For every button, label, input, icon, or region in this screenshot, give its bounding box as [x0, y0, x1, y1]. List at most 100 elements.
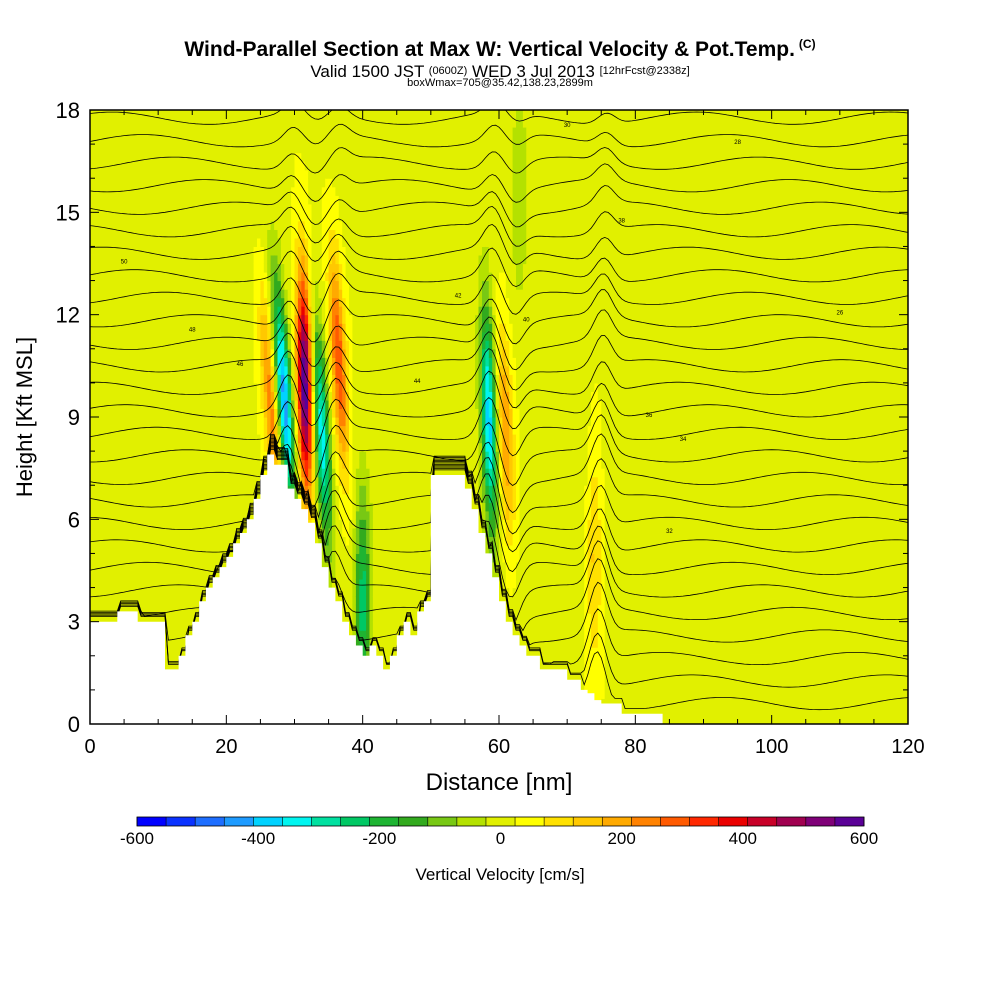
field-cell — [246, 246, 251, 256]
field-cell — [154, 357, 159, 367]
field-cell — [287, 195, 292, 205]
field-cell — [250, 434, 255, 444]
field-cell — [120, 323, 125, 333]
field-cell — [195, 459, 200, 469]
field-cell — [171, 348, 176, 358]
field-cell — [192, 203, 197, 213]
field-cell — [274, 110, 279, 111]
field-cell — [127, 195, 132, 205]
field-cell — [284, 365, 289, 375]
field-cell — [100, 459, 105, 469]
field-cell — [185, 468, 190, 478]
field-cell — [260, 178, 265, 188]
field-cell — [250, 212, 255, 222]
field-cell — [216, 365, 221, 375]
field-cell — [212, 544, 217, 554]
field-cell — [260, 144, 265, 154]
field-cell — [304, 340, 309, 350]
field-cell — [117, 178, 122, 188]
field-cell — [246, 399, 251, 409]
field-cell — [100, 306, 105, 316]
field-cell — [168, 502, 173, 512]
field-cell — [182, 306, 186, 316]
field-cell — [120, 570, 125, 580]
field-cell — [100, 485, 105, 495]
field-cell — [137, 297, 142, 307]
field-cell — [110, 348, 115, 358]
field-cell — [168, 323, 173, 333]
field-cell — [315, 246, 319, 256]
field-cell — [311, 110, 316, 120]
field-cell — [158, 289, 163, 299]
field-cell — [267, 263, 272, 273]
field-cell — [130, 493, 135, 503]
field-cell — [158, 144, 163, 154]
field-cell — [110, 510, 115, 520]
field-cell — [291, 118, 296, 128]
field-cell — [154, 323, 159, 333]
field-cell — [240, 152, 244, 162]
field-cell — [154, 553, 159, 563]
field-cell — [134, 562, 139, 572]
field-cell — [250, 348, 255, 358]
field-cell — [96, 451, 101, 461]
field-cell — [291, 434, 296, 444]
field-cell — [233, 365, 238, 375]
field-cell — [297, 144, 302, 154]
field-cell — [124, 468, 129, 478]
field-cell — [318, 476, 323, 486]
field-cell — [137, 314, 142, 324]
field-cell — [205, 391, 210, 401]
field-cell — [192, 408, 197, 418]
field-cell — [93, 212, 98, 222]
field-cell — [175, 613, 180, 623]
field-cell — [260, 399, 265, 409]
field-cell — [110, 306, 115, 316]
field-cell — [257, 110, 261, 120]
field-cell — [274, 408, 279, 418]
field-cell — [226, 289, 231, 299]
field-cell — [110, 272, 115, 282]
field-cell — [154, 110, 159, 120]
field-cell — [100, 314, 105, 324]
field-cell — [141, 562, 146, 572]
field-cell — [107, 263, 111, 273]
field-cell — [250, 152, 255, 162]
field-cell — [280, 434, 285, 444]
field-cell — [236, 399, 241, 409]
field-cell — [199, 399, 204, 409]
field-cell — [90, 510, 94, 520]
field-cell — [178, 195, 183, 205]
field-cell — [212, 289, 217, 299]
field-cell — [229, 152, 234, 162]
field-cell — [192, 169, 197, 179]
field-cell — [103, 365, 108, 375]
field-cell — [257, 451, 261, 461]
field-cell — [240, 229, 244, 239]
field-cell — [195, 553, 200, 563]
field-cell — [117, 161, 122, 171]
field-cell — [103, 331, 108, 341]
field-cell — [212, 553, 217, 563]
field-cell — [165, 399, 169, 409]
field-cell — [219, 476, 224, 486]
field-cell — [291, 237, 296, 247]
field-cell — [291, 110, 296, 120]
field-cell — [246, 203, 251, 213]
field-cell — [209, 502, 214, 512]
field-cell — [284, 306, 289, 316]
field-cell — [130, 340, 135, 350]
field-cell — [158, 348, 163, 358]
field-cell — [216, 519, 221, 529]
field-cell — [168, 638, 173, 648]
field-cell — [205, 289, 210, 299]
field-cell — [216, 451, 221, 461]
field-cell — [158, 263, 163, 273]
field-cell — [192, 553, 197, 563]
field-cell — [134, 152, 139, 162]
field-cell — [165, 587, 169, 597]
field-cell — [240, 434, 244, 444]
field-cell — [253, 220, 258, 230]
field-cell — [147, 425, 152, 435]
field-cell — [291, 374, 296, 384]
